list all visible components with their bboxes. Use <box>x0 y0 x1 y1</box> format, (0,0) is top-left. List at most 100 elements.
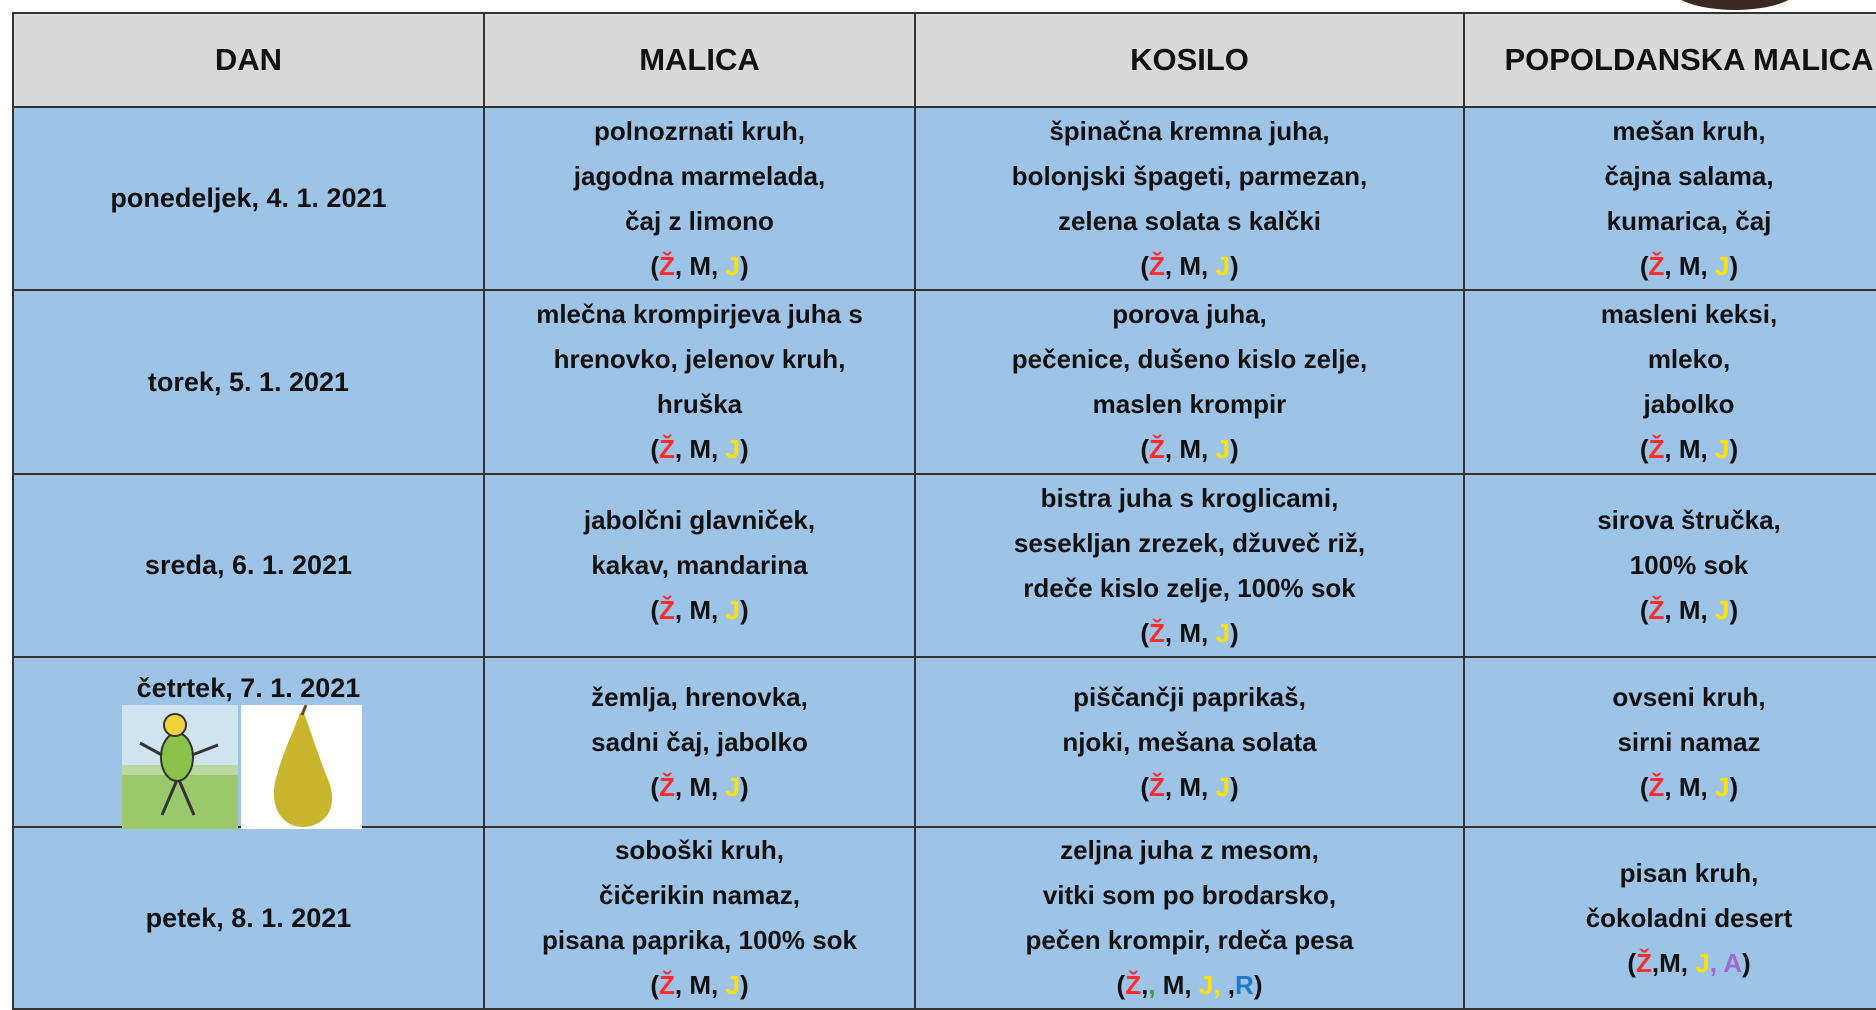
meal-line: piščančji paprikaš, <box>1073 681 1306 712</box>
meal-cell: polnozrnati kruh, jagodna marmelada, čaj z… <box>483 106 916 291</box>
allergen-part: Ž <box>1648 250 1665 281</box>
day: ponedeljek, 4. 1. 2021 <box>110 183 387 213</box>
allergen-part: ( <box>1639 250 1649 281</box>
allergen-part: ) <box>739 595 749 625</box>
meal-line: čajna salama, <box>1604 160 1774 191</box>
meal-line: vitki som po brodarsko, <box>1042 880 1337 910</box>
allergen-part: ( <box>1116 970 1126 1000</box>
allergen-part: ) <box>1741 947 1751 978</box>
meal-line: soboški kruh, <box>614 835 785 865</box>
allergen-part: , M, <box>674 771 726 802</box>
allergen-part: , M, <box>674 434 726 464</box>
menu-row: torek, 5. 1. 2021 mlečna krompirjeva juha… <box>12 289 1876 475</box>
allergen-part: ) <box>739 250 749 281</box>
allergen-part: J <box>725 250 740 281</box>
meal-line: maslen krompir <box>1092 389 1287 419</box>
meal-line: čokoladni desert <box>1585 902 1793 933</box>
allergen-part: ( <box>1140 771 1150 802</box>
allergen-part: , M, <box>1164 771 1216 802</box>
meal-line: rdeče kislo zelje, 100% sok <box>1023 572 1356 603</box>
column-header: MALICA <box>483 12 916 108</box>
meal-line: sirni namaz <box>1617 726 1761 757</box>
allergen-part: Ž <box>1636 947 1652 978</box>
allergen-part: J <box>1215 771 1230 802</box>
day-cell: petek, 8. 1. 2021 <box>12 826 485 1010</box>
allergen-part: ) <box>739 970 749 1000</box>
meal-line: porova juha, <box>1112 299 1267 329</box>
allergen-part: Ž <box>1149 434 1165 464</box>
allergen-part: Ž <box>659 250 675 281</box>
allergen-part: , <box>1220 970 1236 1000</box>
meal-line: njoki, mešana solata <box>1062 726 1317 757</box>
meal-cell: mlečna krompirjeva juha s hrenovko, jelen… <box>483 289 916 475</box>
meal-line: ovseni kruh, <box>1612 681 1766 712</box>
menu-row: sreda, 6. 1. 2021 jabolčni glavniček, kaka… <box>12 473 1876 658</box>
meal-line: jagodna marmelada, <box>573 160 826 191</box>
allergen-part: ) <box>1729 771 1739 802</box>
column-header: KOSILO <box>914 12 1465 108</box>
allergen-part: J <box>1714 434 1730 464</box>
allergen-part: Ž <box>659 434 675 464</box>
meal-cell: mešan kruh, čajna salama, kumarica, čaj (Ž,… <box>1463 106 1876 291</box>
meal-line: sadni čaj, jabolko <box>591 726 808 757</box>
allergen-part: , M, <box>1664 434 1715 464</box>
meal-line: žemlja, hrenovka, <box>591 681 808 712</box>
meal-line: sesekljan zrezek, džuveč riž, <box>1013 527 1366 558</box>
allergen-part: ) <box>1729 434 1739 464</box>
allergen-part: J, <box>1198 970 1221 1000</box>
allergen-part: J <box>725 970 740 1000</box>
allergen-part: ) <box>1229 771 1239 802</box>
day-cell: torek, 5. 1. 2021 <box>12 289 485 475</box>
allergen-part: ) <box>739 434 749 464</box>
meal-cell: žemlja, hrenovka, sadni čaj, jabolko (Ž, M… <box>483 656 916 828</box>
column-header: DAN <box>12 12 485 108</box>
column-header: POPOLDANSKA MALICA <box>1463 12 1876 108</box>
allergen-part: Ž <box>659 970 675 1000</box>
allergen-part: ( <box>650 970 660 1000</box>
thursday-images <box>122 705 362 829</box>
allergen-part: J <box>1695 947 1710 978</box>
allergens: (Ž, M, J) <box>918 765 1461 810</box>
meal-line: mleko, <box>1647 344 1731 374</box>
meal-cell: jabolčni glavniček, kakav, mandarina (Ž, M… <box>483 473 916 658</box>
allergen-part: J <box>1714 595 1730 625</box>
meal-cell: soboški kruh, čičerikin namaz, pisana papr… <box>483 826 916 1010</box>
allergens: (Ž, M, J) <box>918 427 1461 472</box>
menu-row: četrtek, 7. 1. 2021 žemlja, hrenovka, sadn… <box>12 656 1876 828</box>
allergen-part: ( <box>650 250 660 281</box>
allergens: (Ž, M, J) <box>487 963 912 1007</box>
allergen-part: J <box>725 595 740 625</box>
menu-table: DAN MALICA KOSILO POPOLDANSKA MALICA ponede… <box>12 12 1876 1010</box>
meal-cell: porova juha, pečenice, dušeno kislo zelje… <box>914 289 1465 475</box>
allergen-part: Ž <box>1149 250 1165 281</box>
meal-line: bolonjski špageti, parmezan, <box>1011 160 1368 191</box>
allergen-part: Ž <box>1149 771 1165 802</box>
meal-line: špinačna kremna juha, <box>1049 115 1330 146</box>
day-cell: ponedeljek, 4. 1. 2021 <box>12 106 485 291</box>
allergen-part: ) <box>1229 617 1239 648</box>
allergen-part: ( <box>1627 947 1637 978</box>
allergen-part: ) <box>1229 250 1239 281</box>
allergen-part: ) <box>1229 434 1239 464</box>
meal-line: pečen krompir, rdeča pesa <box>1025 925 1354 955</box>
allergen-part: ( <box>1140 434 1150 464</box>
allergens: (Ž,, M, J, ,R) <box>918 963 1461 1007</box>
meal-line: čaj z limono <box>625 205 774 236</box>
allergen-part: , M, <box>1164 617 1216 648</box>
allergen-part: J <box>1215 250 1230 281</box>
day: petek, 8. 1. 2021 <box>145 902 352 933</box>
allergens: (Ž, M, J) <box>1467 244 1876 289</box>
allergen-part: Ž <box>659 595 675 625</box>
meal-line: 100% sok <box>1629 550 1749 580</box>
header-row: DAN MALICA KOSILO POPOLDANSKA MALICA <box>12 12 1876 108</box>
meal-line: mešan kruh, <box>1612 115 1766 146</box>
allergen-part: ) <box>1253 970 1263 1000</box>
allergens: (Ž,M, J, A) <box>1467 941 1876 986</box>
allergen-part: ) <box>1729 250 1739 281</box>
allergens: (Ž, M, J) <box>487 588 912 633</box>
meal-line: hruška <box>656 389 743 419</box>
allergen-part: J <box>725 771 740 802</box>
meal-cell: piščančji paprikaš, njoki, mešana solata (… <box>914 656 1465 828</box>
meal-line: polnozrnati kruh, <box>594 115 805 146</box>
